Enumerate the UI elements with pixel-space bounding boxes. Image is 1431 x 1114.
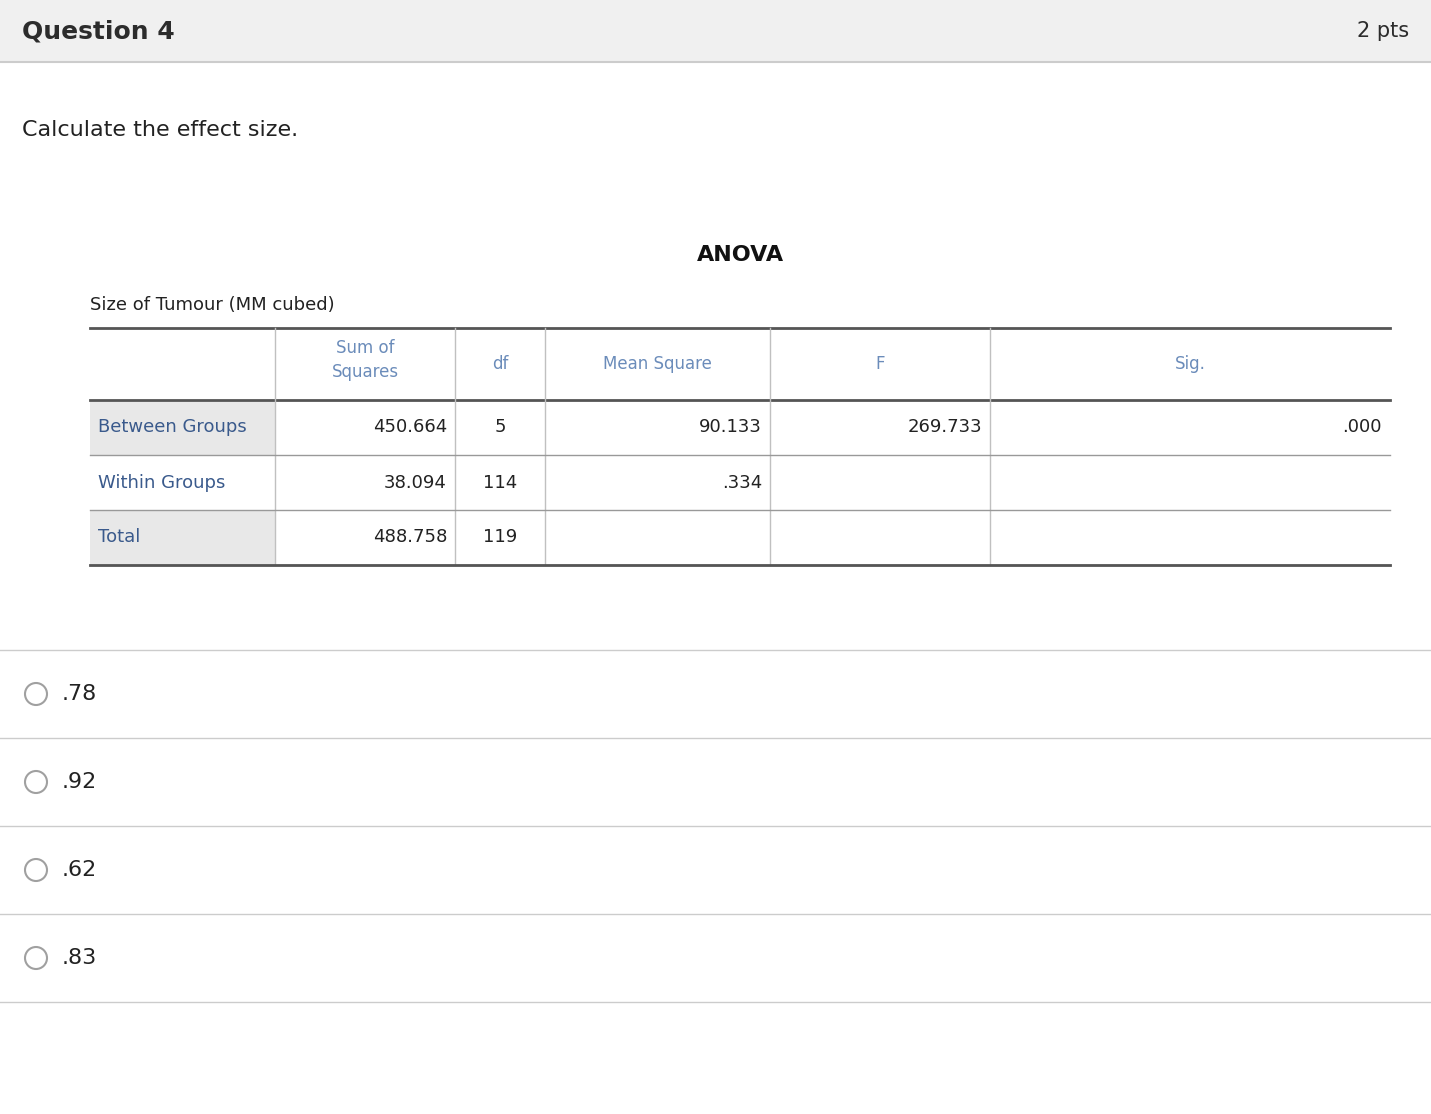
- Bar: [0, 0, 1431, 62]
- Bar: [90, 400, 275, 455]
- Text: Between Groups: Between Groups: [97, 419, 246, 437]
- Text: Mean Square: Mean Square: [602, 355, 713, 373]
- Text: 114: 114: [482, 473, 517, 491]
- Text: 5: 5: [494, 419, 505, 437]
- Circle shape: [24, 683, 47, 705]
- Text: 38.094: 38.094: [384, 473, 446, 491]
- Text: .78: .78: [62, 684, 97, 704]
- Text: .334: .334: [721, 473, 761, 491]
- Text: Size of Tumour (MM cubed): Size of Tumour (MM cubed): [90, 296, 335, 314]
- Circle shape: [24, 859, 47, 881]
- Text: 488.758: 488.758: [372, 528, 446, 547]
- Text: df: df: [492, 355, 508, 373]
- Text: 269.733: 269.733: [907, 419, 982, 437]
- Text: 450.664: 450.664: [372, 419, 446, 437]
- Circle shape: [24, 771, 47, 793]
- Text: .92: .92: [62, 772, 97, 792]
- Text: Calculate the effect size.: Calculate the effect size.: [21, 120, 298, 140]
- Text: F: F: [876, 355, 884, 373]
- Text: 2 pts: 2 pts: [1357, 21, 1410, 41]
- Text: 90.133: 90.133: [700, 419, 761, 437]
- Text: Question 4: Question 4: [21, 19, 175, 43]
- Text: .83: .83: [62, 948, 97, 968]
- Circle shape: [24, 947, 47, 969]
- Text: Sig.: Sig.: [1175, 355, 1205, 373]
- Bar: [90, 510, 275, 565]
- Text: 119: 119: [482, 528, 517, 547]
- Text: .62: .62: [62, 860, 97, 880]
- Text: .000: .000: [1342, 419, 1382, 437]
- Text: Within Groups: Within Groups: [97, 473, 225, 491]
- Text: ANOVA: ANOVA: [697, 245, 784, 265]
- Text: Total: Total: [97, 528, 140, 547]
- Text: Sum of
Squares: Sum of Squares: [332, 339, 399, 381]
